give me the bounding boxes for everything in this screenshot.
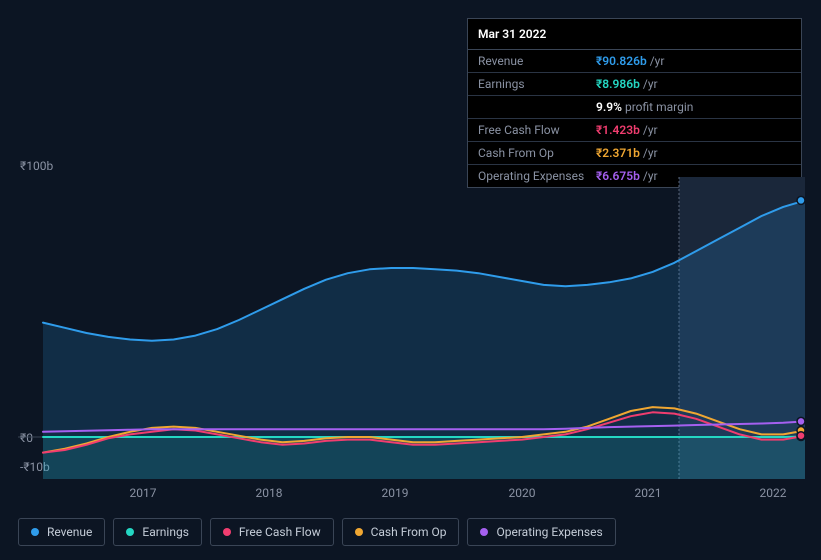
x-axis-label: 2020 — [509, 486, 536, 500]
legend-label: Earnings — [142, 525, 189, 539]
tooltip-metric-label: Earnings — [478, 77, 596, 91]
tooltip-date: Mar 31 2022 — [468, 19, 801, 50]
chart-tooltip: Mar 31 2022 Revenue₹90.826b /yrEarnings₹… — [467, 18, 802, 188]
x-axis-label: 2017 — [130, 486, 157, 500]
tooltip-metric-value: 9.9% — [596, 100, 622, 114]
earnings-line — [43, 437, 805, 438]
legend-item[interactable]: Operating Expenses — [467, 518, 615, 546]
legend-item[interactable]: Free Cash Flow — [210, 518, 334, 546]
tooltip-metric-suffix: /yr — [643, 77, 658, 91]
tooltip-metric-label: Cash From Op — [478, 146, 596, 160]
legend-label: Free Cash Flow — [239, 525, 321, 539]
tooltip-metric-value: ₹1.423b — [596, 123, 640, 137]
tooltip-metric-value: ₹2.371b — [596, 146, 640, 160]
tooltip-metric-suffix: profit margin — [625, 100, 693, 114]
tooltip-row: 9.9% profit margin — [468, 96, 801, 119]
chart-legend: Revenue Earnings Free Cash Flow Cash From O… — [18, 518, 616, 546]
legend-item[interactable]: Cash From Op — [342, 518, 460, 546]
tooltip-metric-value: ₹90.826b — [596, 54, 647, 68]
legend-color-dot — [355, 528, 363, 536]
legend-label: Revenue — [47, 525, 92, 539]
tooltip-metric-label: Revenue — [478, 54, 596, 68]
tooltip-row: Free Cash Flow₹1.423b /yr — [468, 119, 801, 142]
legend-item[interactable]: Earnings — [113, 518, 202, 546]
legend-label: Operating Expenses — [496, 525, 602, 539]
revenue-endpoint-marker — [797, 196, 805, 204]
x-axis-label: 2021 — [635, 486, 662, 500]
tooltip-metric-suffix: /yr — [643, 146, 658, 160]
tooltip-row: Cash From Op₹2.371b /yr — [468, 142, 801, 165]
tooltip-metric-suffix: /yr — [650, 54, 665, 68]
legend-color-dot — [480, 528, 488, 536]
legend-label: Cash From Op — [371, 525, 447, 539]
tooltip-metric-suffix: /yr — [643, 123, 658, 137]
tooltip-metric-label: Free Cash Flow — [478, 123, 596, 137]
legend-item[interactable]: Revenue — [18, 518, 105, 546]
x-axis-label: 2022 — [760, 486, 787, 500]
x-axis-label: 2018 — [256, 486, 283, 500]
legend-color-dot — [223, 528, 231, 536]
tooltip-row: Revenue₹90.826b /yr — [468, 50, 801, 73]
y-axis-label: ₹100b — [20, 159, 53, 173]
tooltip-metric-value: ₹8.986b — [596, 77, 640, 91]
chart-container: Mar 31 2022 Revenue₹90.826b /yrEarnings₹… — [0, 0, 821, 560]
fcf-endpoint-marker — [797, 432, 805, 440]
legend-color-dot — [126, 528, 134, 536]
tooltip-row: Earnings₹8.986b /yr — [468, 73, 801, 96]
line-chart[interactable] — [18, 177, 805, 479]
x-axis-label: 2019 — [382, 486, 409, 500]
opex-endpoint-marker — [797, 417, 805, 425]
legend-color-dot — [31, 528, 39, 536]
